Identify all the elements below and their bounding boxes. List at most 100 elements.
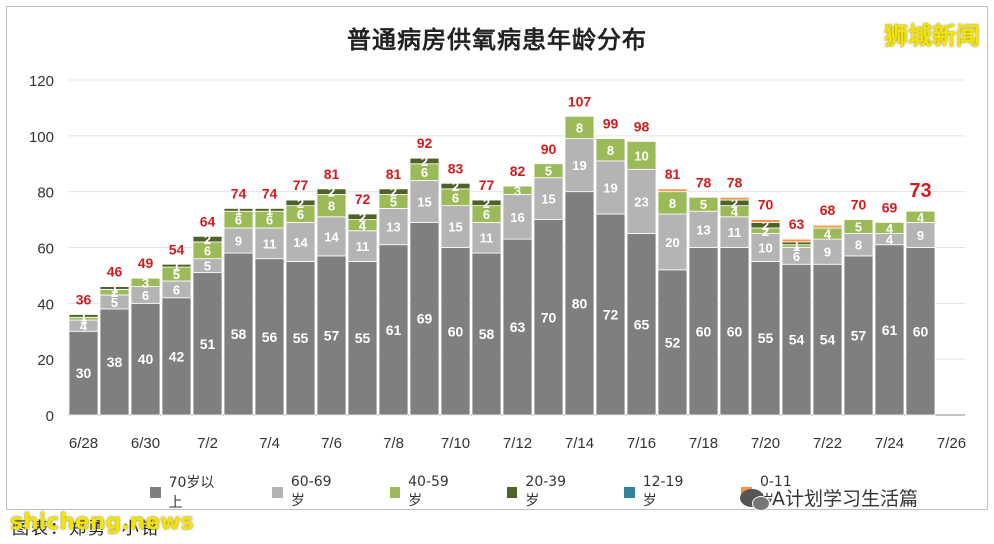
y-tick-label: 80 [37, 185, 54, 202]
data-label: 51 [200, 336, 216, 352]
data-label: 56 [262, 329, 278, 345]
legend-item: 70岁以上 [150, 472, 226, 512]
bar-segment [316, 188, 347, 195]
data-label: 55 [293, 330, 309, 346]
x-tick-label: 6/28 [69, 435, 98, 452]
bar-segment [316, 216, 347, 257]
data-label: 54 [820, 332, 836, 348]
total-label: 74 [262, 185, 278, 201]
bar-segment [719, 216, 750, 248]
data-label: 58 [479, 326, 495, 342]
total-label: 63 [789, 216, 805, 232]
data-label: 5 [204, 259, 211, 274]
data-label: 2 [390, 185, 397, 200]
bar-segment [285, 261, 316, 416]
data-label: 9 [824, 245, 831, 260]
data-label: 16 [510, 210, 524, 225]
bar-segment [750, 219, 781, 223]
data-label: 2 [452, 179, 459, 194]
total-label: 78 [727, 174, 743, 190]
bar-segment [378, 208, 409, 246]
bar-segment [99, 286, 130, 290]
data-label: 2 [328, 185, 335, 200]
x-tick-label: 7/14 [565, 435, 594, 452]
bar-segment [409, 180, 440, 223]
bar-segment [719, 247, 750, 416]
total-label: 98 [634, 118, 650, 134]
data-label: 2 [204, 232, 211, 247]
data-label: 30 [76, 365, 92, 381]
data-label: 52 [665, 334, 681, 350]
bar-segment [688, 247, 719, 416]
wechat-name: A计划学习生活篇 [772, 488, 918, 510]
bar-segment [378, 244, 409, 416]
bar-segment [440, 205, 471, 248]
bar-segment [657, 213, 688, 271]
data-label: 5 [855, 220, 862, 235]
data-label: 6 [297, 207, 304, 222]
bar-segment [905, 210, 936, 223]
data-label: 55 [758, 330, 774, 346]
legend-swatch [624, 486, 635, 498]
bar-segment [440, 247, 471, 416]
x-tick-label: 7/24 [875, 435, 904, 452]
data-label: 8 [328, 199, 335, 214]
data-label: 4 [917, 210, 925, 225]
bar-segment [285, 221, 316, 262]
bar-segment [254, 208, 285, 212]
data-label: 2 [421, 154, 428, 169]
bar-segment [843, 255, 874, 416]
data-label: 20 [665, 235, 679, 250]
data-label: 23 [634, 194, 648, 209]
total-label: 81 [324, 166, 340, 182]
legend-label: 20-39岁 [525, 474, 567, 509]
total-label: 92 [417, 135, 433, 151]
data-label: 14 [324, 229, 339, 244]
legend-swatch [506, 486, 518, 498]
data-label: 8 [607, 143, 614, 158]
data-label: 6 [793, 249, 800, 264]
data-label: 55 [355, 330, 371, 346]
bar-segment [347, 230, 378, 262]
data-label: 80 [572, 295, 588, 311]
x-tick-label: 7/22 [813, 435, 842, 452]
data-label: 69 [417, 311, 433, 327]
data-label: 6 [204, 243, 211, 258]
bar-segment [378, 188, 409, 195]
bar-segment [719, 196, 750, 201]
bar-segment [781, 238, 812, 243]
data-label: 72 [603, 307, 619, 323]
bar-segment [223, 227, 254, 254]
total-label: 70 [758, 197, 774, 213]
bar-segment [471, 221, 502, 254]
bar-segment [68, 314, 99, 318]
data-label: 61 [386, 322, 402, 338]
x-tick-label: 6/30 [131, 435, 160, 452]
data-label: 11 [356, 239, 370, 254]
total-label: 77 [293, 177, 309, 193]
data-label: 3 [514, 183, 521, 198]
y-tick-label: 40 [37, 296, 54, 313]
bar-segment [843, 219, 874, 234]
bar-segment [502, 185, 533, 195]
data-label: 15 [417, 194, 431, 209]
data-label: 13 [696, 222, 710, 237]
chart-credit: 图表：郑勇 ·小铭 [12, 519, 160, 539]
total-label: 73 [909, 180, 931, 202]
data-label: 13 [386, 220, 400, 235]
bar-segment [409, 157, 440, 165]
data-label: 1 [793, 236, 800, 251]
y-tick-label: 120 [29, 73, 54, 90]
data-label: 4 [359, 218, 367, 233]
data-label: 63 [510, 319, 526, 335]
data-label: 42 [169, 348, 185, 364]
bar-segment [223, 252, 254, 416]
data-label: 9 [917, 228, 924, 243]
bar-segment [502, 238, 533, 416]
data-label: 5 [700, 197, 707, 212]
bar-segment [626, 141, 657, 170]
data-label: 57 [851, 327, 867, 343]
data-label: 10 [634, 148, 648, 163]
data-label: 6 [173, 282, 180, 297]
legend-label: 60-69岁 [290, 474, 332, 509]
